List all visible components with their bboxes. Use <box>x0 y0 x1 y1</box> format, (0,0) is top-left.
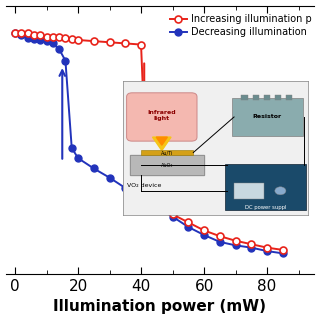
X-axis label: Illumination power (mW): Illumination power (mW) <box>53 300 267 315</box>
Legend: Increasing illumination p, Decreasing illumination: Increasing illumination p, Decreasing il… <box>166 11 316 41</box>
